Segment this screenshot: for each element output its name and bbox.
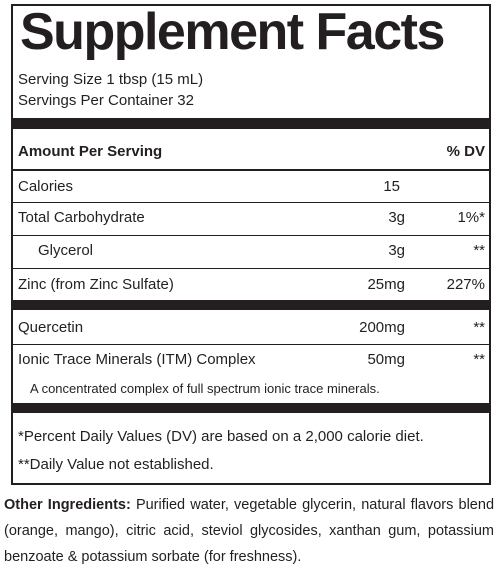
title: Supplement Facts [20, 3, 445, 61]
footnote: *Percent Daily Values (DV) are based on … [18, 428, 424, 445]
amount: 50mg [367, 351, 405, 368]
daily-value: ** [473, 319, 485, 336]
amount: 3g [388, 242, 405, 259]
nutrient-name: Ionic Trace Minerals (ITM) Complex [18, 351, 256, 368]
rule [13, 268, 489, 269]
amount: 15 [383, 178, 400, 195]
nutrient-name: Glycerol [38, 242, 94, 259]
header-dv: % DV [446, 143, 485, 160]
rule [13, 202, 489, 203]
daily-value: ** [473, 351, 485, 368]
thick-rule [13, 300, 489, 310]
serving-size: Serving Size 1 tbsp (15 mL) [18, 71, 204, 88]
other-ingredients: Other Ingredients: Purified water, veget… [4, 492, 494, 570]
daily-value: 227% [446, 276, 485, 293]
header-amount: Amount Per Serving [18, 143, 163, 160]
daily-value: ** [473, 242, 485, 259]
servings-per-container: Servings Per Container 32 [18, 92, 194, 109]
nutrient-name: Total Carbohydrate [18, 209, 145, 226]
thick-rule [13, 403, 489, 413]
other-ingredients-text: Purified water, vegetable glycerin, natu… [4, 497, 495, 565]
rule [13, 169, 489, 171]
thick-rule [13, 118, 489, 129]
daily-value: 1%* [457, 209, 485, 226]
footnote: **Daily Value not established. [18, 456, 214, 473]
rule [13, 235, 489, 236]
nutrient-name: Calories [18, 178, 74, 195]
nutrient-name: Quercetin [18, 319, 84, 336]
other-ingredients-label: Other Ingredients: [4, 497, 131, 513]
rule [13, 344, 489, 345]
amount: 200mg [359, 319, 405, 336]
label-border [11, 4, 491, 485]
amount: 25mg [367, 276, 405, 293]
amount: 3g [388, 209, 405, 226]
note: A concentrated complex of full spectrum … [30, 381, 380, 396]
nutrient-name: Zinc (from Zinc Sulfate) [18, 276, 174, 293]
